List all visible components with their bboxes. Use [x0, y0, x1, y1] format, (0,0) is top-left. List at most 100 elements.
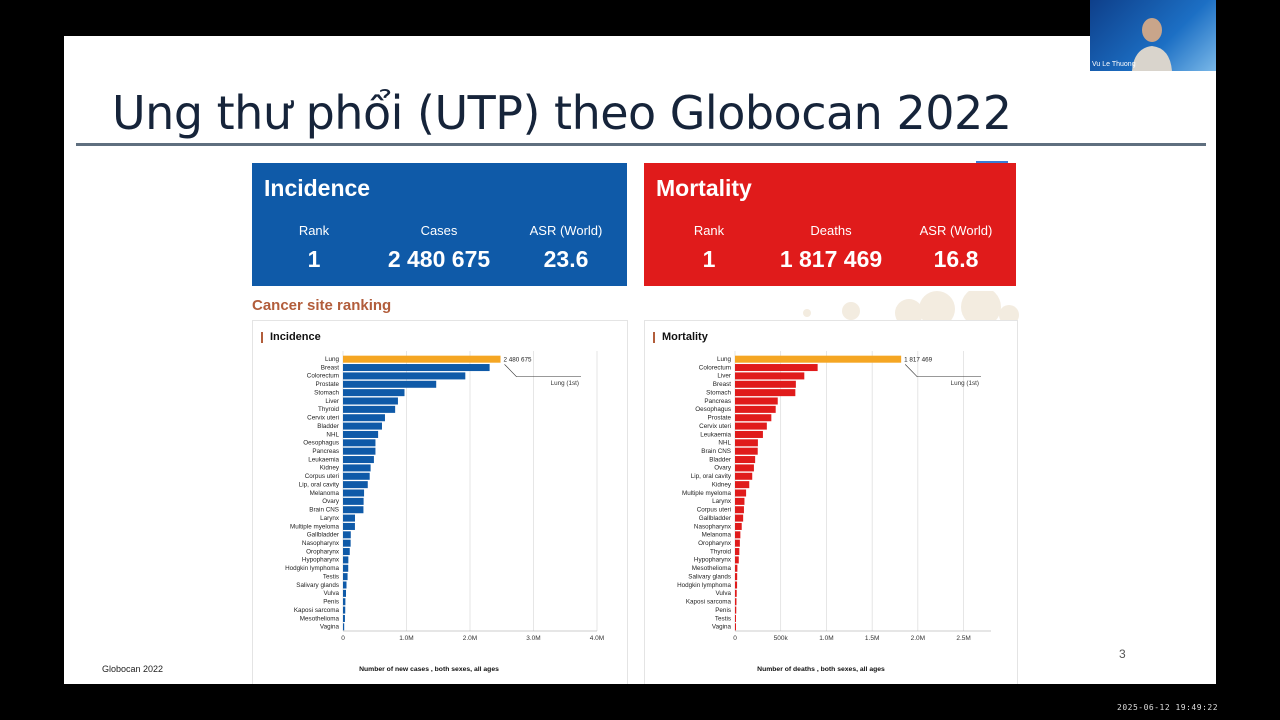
- bar: [735, 355, 902, 363]
- category-label: Lung: [717, 356, 732, 363]
- mortality-deaths: Deaths 1 817 469: [762, 223, 900, 273]
- bar: [343, 539, 351, 547]
- category-label: Thyroid: [318, 406, 339, 413]
- bar: [735, 422, 767, 430]
- category-label: NHL: [326, 431, 339, 438]
- mortality-chart-title: Mortality: [653, 332, 708, 343]
- category-label: Liver: [325, 398, 339, 405]
- category-label: Gallbladder: [307, 532, 339, 539]
- incidence-summary-box: Incidence Rank 1 Cases 2 480 675 ASR (Wo…: [252, 163, 627, 286]
- bar: [343, 598, 346, 606]
- category-label: Leukaemia: [308, 456, 339, 463]
- bar: [343, 389, 405, 397]
- x-tick-label: 1.0M: [819, 635, 833, 642]
- category-label: NHL: [718, 440, 731, 447]
- category-label: Liver: [717, 373, 731, 380]
- callout-line: [904, 364, 981, 378]
- callout-label: Lung (1st): [951, 380, 979, 387]
- bar: [735, 489, 747, 497]
- x-tick-label: 4.0M: [590, 635, 604, 642]
- mortality-chart-panel: Mortality 0 500k 1.0M 1.5M 2.0M 2.5M Lung Color…: [644, 320, 1018, 684]
- timestamp: 2025-06-12 19:49:22: [1117, 703, 1219, 712]
- bar: [735, 364, 818, 372]
- bar: [735, 531, 741, 539]
- bar: [343, 472, 370, 480]
- category-label: Vulva: [715, 590, 731, 597]
- category-label: Vagina: [712, 624, 732, 631]
- category-label: Corpus uteri: [305, 473, 339, 480]
- cases-label: Cases: [420, 223, 458, 238]
- speaker-silhouette: [1132, 18, 1172, 71]
- category-label: Mesothelioma: [692, 565, 732, 572]
- x-axis-title: Number of new cases , both sexes, all ag…: [359, 666, 499, 673]
- category-label: Testis: [323, 573, 339, 580]
- bar: [735, 506, 744, 514]
- category-label: Corpus uteri: [697, 507, 731, 514]
- category-label: Hodgkin lymphoma: [677, 582, 731, 589]
- category-label: Colorectum: [307, 373, 339, 380]
- bar: [343, 497, 364, 505]
- incidence-title: Incidence: [264, 175, 371, 201]
- category-label: Lip, oral cavity: [691, 473, 732, 480]
- bar: [735, 414, 772, 422]
- x-tick-label: 500k: [774, 635, 789, 642]
- deaths-value: 1 817 469: [779, 246, 883, 272]
- category-label: Hypopharynx: [302, 557, 340, 564]
- incidence-chart-title: Incidence: [261, 332, 321, 343]
- callout-label: Lung (1st): [551, 380, 579, 387]
- bar: [343, 564, 349, 572]
- bar: [343, 522, 355, 530]
- bar: [343, 422, 382, 430]
- bar: [735, 372, 805, 380]
- bar: [343, 489, 365, 497]
- bar: [343, 464, 371, 472]
- bar: [735, 447, 758, 455]
- bar: [343, 623, 345, 631]
- category-label: Multiple myeloma: [682, 490, 731, 497]
- bar: [735, 573, 738, 581]
- bar: [343, 581, 347, 589]
- x-tick-label: 3.0M: [526, 635, 540, 642]
- bar: [735, 606, 737, 614]
- bar: [343, 397, 398, 405]
- slide-title: Ung thư phổi (UTP) theo Globocan 2022: [112, 86, 1012, 140]
- category-label: Hypopharynx: [694, 557, 732, 564]
- category-label: Kidney: [712, 481, 732, 488]
- category-label: Multiple myeloma: [290, 523, 339, 530]
- x-tick-label: 2.5M: [956, 635, 970, 642]
- category-label: Brain CNS: [309, 507, 339, 514]
- bar: [343, 414, 385, 422]
- page-number: 3: [1119, 647, 1126, 661]
- bar: [343, 514, 355, 522]
- category-label: Vagina: [320, 624, 340, 631]
- cancer-site-ranking-title: Cancer site ranking: [252, 297, 392, 314]
- category-label: Ovary: [714, 465, 732, 472]
- bar: [343, 355, 501, 363]
- asr-label: ASR (World): [919, 223, 993, 238]
- callout-line: [504, 364, 581, 378]
- incidence-cases: Cases 2 480 675: [370, 223, 508, 273]
- incidence-asr: ASR (World) 23.6: [520, 223, 612, 273]
- bar: [343, 531, 351, 539]
- title-divider: [76, 143, 1206, 146]
- x-tick-label: 0: [733, 635, 737, 642]
- incidence-rank: Rank 1: [282, 223, 346, 273]
- bar: [343, 364, 490, 372]
- bar: [343, 548, 350, 556]
- category-label: Oropharynx: [698, 540, 732, 547]
- category-label: Salivary glands: [688, 573, 731, 580]
- x-tick-label: 2.0M: [911, 635, 925, 642]
- rank-value: 1: [307, 246, 321, 272]
- bar: [343, 606, 346, 614]
- bar: [735, 439, 758, 447]
- category-label: Mesothelioma: [300, 615, 340, 622]
- category-label: Kidney: [320, 465, 340, 472]
- bar: [735, 397, 778, 405]
- webcam-thumbnail[interactable]: Vu Le Thuong: [1090, 0, 1216, 71]
- category-label: Breast: [713, 381, 731, 388]
- category-label: Brain CNS: [701, 448, 731, 455]
- category-label: Oropharynx: [306, 548, 340, 555]
- bar: [343, 456, 374, 464]
- category-label: Pancreas: [312, 448, 339, 455]
